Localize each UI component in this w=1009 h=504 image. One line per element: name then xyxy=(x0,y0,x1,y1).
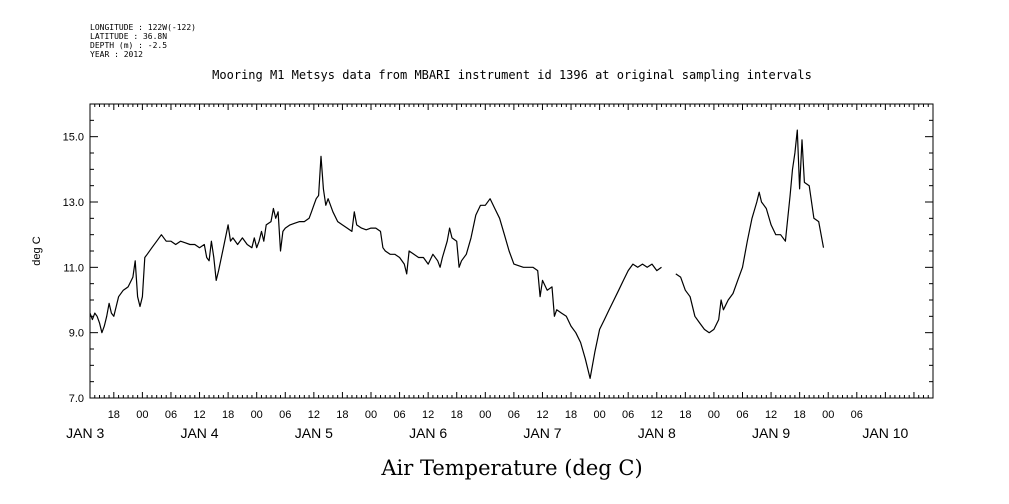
x-tick-label: 12 xyxy=(536,409,548,421)
x-tick-label: 06 xyxy=(508,409,520,421)
x-tick-label: 06 xyxy=(279,409,291,421)
x-tick-label: 06 xyxy=(736,409,748,421)
x-tick-label: 12 xyxy=(765,409,777,421)
x-tick-label: 12 xyxy=(651,409,663,421)
x-date-label: JAN 6 xyxy=(409,425,447,441)
y-tick-label: 9.0 xyxy=(69,328,84,340)
x-tick-label: 00 xyxy=(365,409,377,421)
x-date-label: JAN 4 xyxy=(180,425,218,441)
x-tick-label: 12 xyxy=(308,409,320,421)
x-tick-label: 00 xyxy=(822,409,834,421)
x-tick-label: 06 xyxy=(165,409,177,421)
series-layer xyxy=(89,129,825,379)
x-date-label: JAN 7 xyxy=(523,425,561,441)
meta-longitude: LONGITUDE : 122W(-122) xyxy=(90,23,196,32)
series-line-1 xyxy=(675,129,825,334)
plot-frame xyxy=(89,103,934,399)
x-tick-label: 06 xyxy=(622,409,634,421)
meta-latitude: LATITUDE : 36.8N xyxy=(90,32,167,41)
x-tick-label: 00 xyxy=(593,409,605,421)
x-tick-label: 18 xyxy=(222,409,234,421)
meta-depth: DEPTH (m) : -2.5 xyxy=(90,41,167,50)
y-axis-label: deg C xyxy=(31,236,43,265)
x-tick-label: 18 xyxy=(108,409,120,421)
x-tick-label: 12 xyxy=(422,409,434,421)
x-tick-label: 18 xyxy=(451,409,463,421)
y-tick-label: 15.0 xyxy=(63,132,84,144)
x-tick-label: 18 xyxy=(565,409,577,421)
meta-year: YEAR : 2012 xyxy=(90,50,143,59)
x-tick-label: 18 xyxy=(336,409,348,421)
x-date-label: JAN 8 xyxy=(638,425,676,441)
x-date-label: JAN 9 xyxy=(752,425,790,441)
x-tick-label: 00 xyxy=(251,409,263,421)
x-tick-label: 18 xyxy=(679,409,691,421)
x-axis-label: Air Temperature (deg C) xyxy=(380,456,642,480)
x-tick-label: 06 xyxy=(851,409,863,421)
y-tick-label: 7.0 xyxy=(69,393,84,405)
x-tick-label: 18 xyxy=(794,409,806,421)
chart-title: Mooring M1 Metsys data from MBARI instru… xyxy=(212,68,812,82)
tick-layer xyxy=(89,103,934,399)
x-tick-label: 06 xyxy=(393,409,405,421)
y-tick-label: 11.0 xyxy=(63,262,84,274)
x-tick-label: 00 xyxy=(136,409,148,421)
series-line-0 xyxy=(89,155,662,379)
meta-block: LONGITUDE : 122W(-122) LATITUDE : 36.8N … xyxy=(90,23,196,59)
x-date-label: JAN 5 xyxy=(295,425,333,441)
x-date-label: JAN 10 xyxy=(862,425,908,441)
label-layer: 7.0 9.0 11.0 13.0 15.0 18 00 06 12 18 00 06 12 18 00 06… xyxy=(63,132,909,441)
x-tick-label: 00 xyxy=(479,409,491,421)
y-tick-label: 13.0 xyxy=(63,197,84,209)
x-tick-label: 00 xyxy=(708,409,720,421)
x-date-label: JAN 3 xyxy=(66,425,104,441)
x-tick-label: 12 xyxy=(193,409,205,421)
